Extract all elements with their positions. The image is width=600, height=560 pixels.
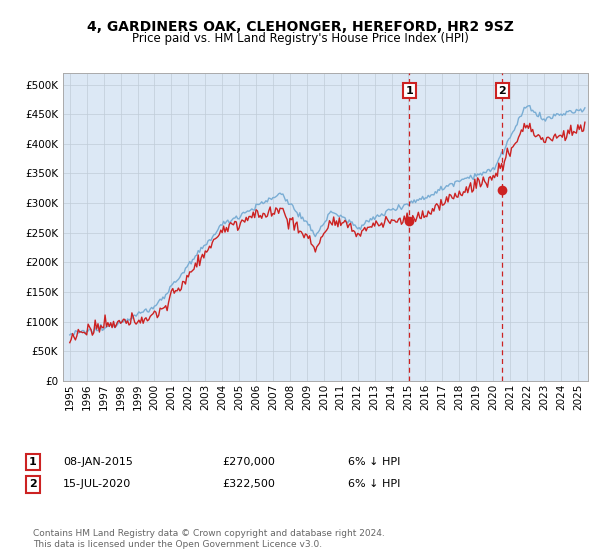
Text: 08-JAN-2015: 08-JAN-2015 — [63, 457, 133, 467]
Text: 6% ↓ HPI: 6% ↓ HPI — [348, 457, 400, 467]
Text: Contains HM Land Registry data © Crown copyright and database right 2024.
This d: Contains HM Land Registry data © Crown c… — [33, 529, 385, 549]
Text: 1: 1 — [29, 457, 37, 467]
Text: 15-JUL-2020: 15-JUL-2020 — [63, 479, 131, 489]
Text: 2: 2 — [499, 86, 506, 96]
Text: £322,500: £322,500 — [222, 479, 275, 489]
Text: 2: 2 — [29, 479, 37, 489]
Text: 4, GARDINERS OAK, CLEHONGER, HEREFORD, HR2 9SZ: 4, GARDINERS OAK, CLEHONGER, HEREFORD, H… — [86, 20, 514, 34]
Text: 1: 1 — [405, 86, 413, 96]
Text: 6% ↓ HPI: 6% ↓ HPI — [348, 479, 400, 489]
Text: £270,000: £270,000 — [222, 457, 275, 467]
Text: Price paid vs. HM Land Registry's House Price Index (HPI): Price paid vs. HM Land Registry's House … — [131, 32, 469, 45]
